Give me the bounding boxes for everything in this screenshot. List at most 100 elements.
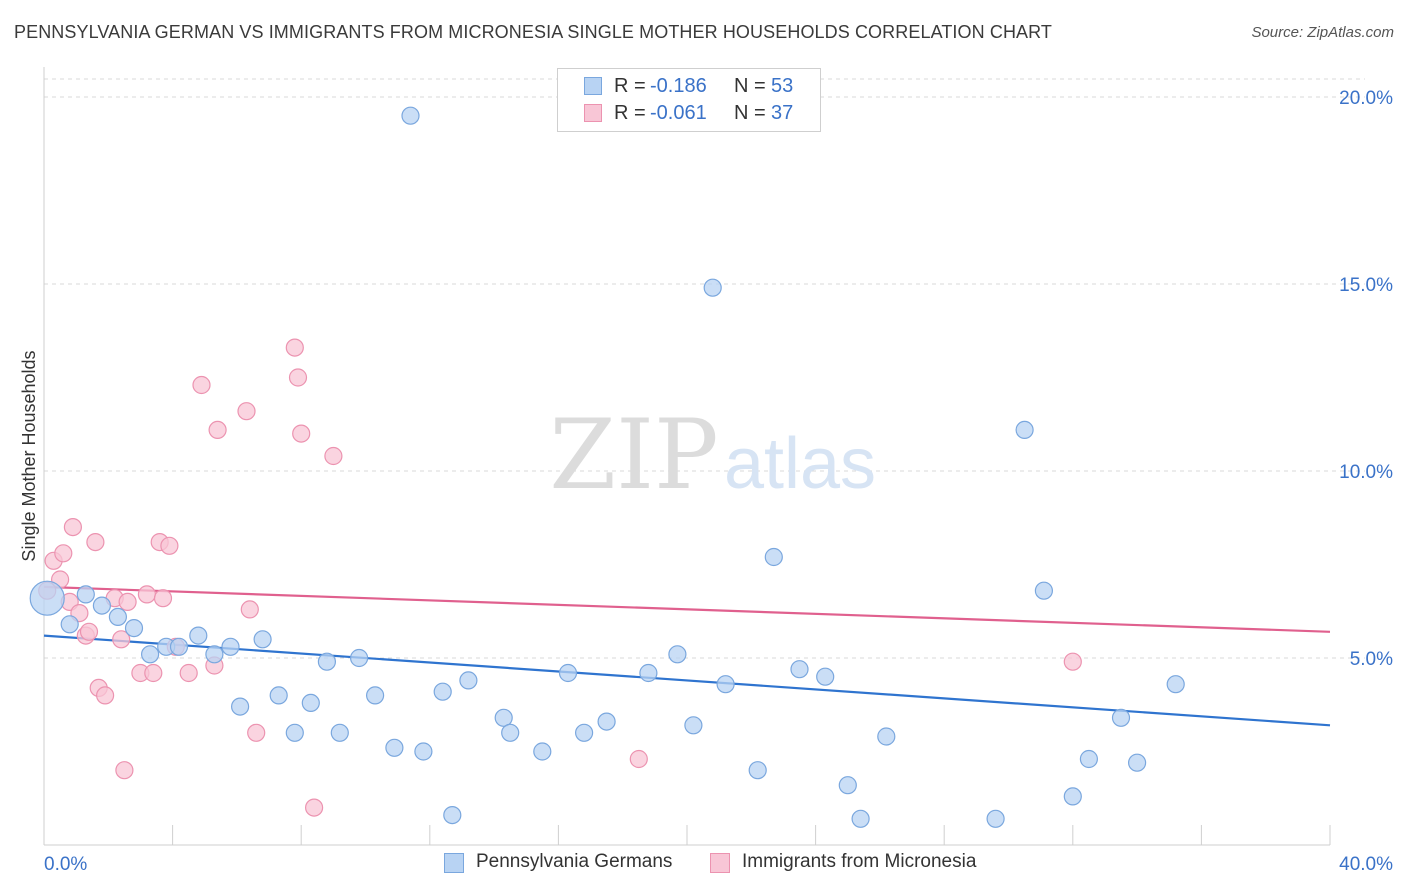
axes: 5.0% 10.0% 15.0% 20.0% [43, 67, 1393, 846]
trend-line-micronesia [43, 585, 1331, 633]
data-point-pennsylvania-germans [716, 675, 735, 694]
trend-line-pennsylvania-germans [43, 634, 1331, 727]
legend-swatch-pink [584, 104, 602, 122]
data-point-pennsylvania-germans [790, 660, 809, 679]
data-point-pennsylvania-germans [433, 682, 452, 701]
data-point-pennsylvania-germans [684, 716, 703, 735]
data-point-pennsylvania-germans [668, 645, 687, 664]
data-point-pennsylvania-germans [231, 697, 250, 716]
data-point-pennsylvania-germans [574, 723, 594, 742]
legend-r-value: -0.061 [650, 102, 707, 124]
data-point-pennsylvania-germans [494, 708, 513, 727]
legend-n-value: 37 [771, 102, 794, 124]
data-point-pennsylvania-germans [558, 663, 578, 683]
data-point-pennsylvania-germans [414, 742, 433, 761]
data-point-pennsylvania-germans [92, 596, 112, 615]
data-point-micronesia [112, 630, 131, 649]
legend-n-label: N = [734, 75, 766, 97]
data-point-micronesia [285, 338, 304, 357]
data-point-micronesia [144, 663, 163, 683]
data-point-micronesia [237, 402, 256, 421]
data-point-pennsylvania-germans [1127, 753, 1147, 772]
data-point-pennsylvania-germans [639, 663, 658, 683]
data-points [29, 106, 1185, 828]
data-point-micronesia [629, 749, 648, 769]
series-name: Immigrants from Micronesia [742, 851, 977, 872]
data-point-pennsylvania-germans [269, 686, 288, 705]
watermark-atlas: atlas [724, 424, 876, 504]
x-tick-label-min: 0.0% [44, 854, 87, 875]
legend-n-value: 53 [771, 75, 794, 97]
data-point-pennsylvania-germans [366, 686, 385, 705]
data-point-micronesia [1063, 652, 1082, 671]
data-point-micronesia [137, 585, 156, 604]
data-point-pennsylvania-germans [1111, 708, 1131, 727]
y-axis-title: Single Mother Households [19, 350, 39, 561]
data-point-pennsylvania-germans [443, 805, 462, 825]
data-point-pennsylvania-germans [597, 712, 616, 731]
correlation-legend: R = -0.186 N = 53 R = -0.061 N = 37 [557, 68, 821, 132]
series-swatch-pink [710, 853, 730, 873]
legend-r-label: R = [614, 102, 646, 124]
data-point-micronesia [153, 589, 173, 608]
data-point-pennsylvania-germans [1166, 675, 1185, 694]
data-point-pennsylvania-germans [108, 607, 128, 627]
data-point-pennsylvania-germans [60, 615, 79, 634]
grid-lines [44, 78, 1365, 659]
data-point-pennsylvania-germans [748, 761, 767, 780]
data-point-pennsylvania-germans [1015, 420, 1034, 439]
series-name: Pennsylvania Germans [476, 851, 673, 872]
data-point-micronesia [79, 622, 99, 641]
legend-n-label: N = [734, 102, 766, 124]
data-point-pennsylvania-germans [533, 742, 552, 761]
data-point-pennsylvania-germans [317, 652, 336, 671]
data-point-pennsylvania-germans [816, 667, 835, 686]
data-point-pennsylvania-germans [221, 637, 240, 656]
legend-swatch-blue [584, 77, 602, 95]
data-point-micronesia [240, 600, 259, 619]
data-point-pennsylvania-germans [764, 547, 783, 567]
data-point-pennsylvania-germans [141, 645, 160, 664]
data-point-pennsylvania-germans [1034, 581, 1054, 600]
data-point-pennsylvania-germans [169, 637, 189, 656]
data-point-pennsylvania-germans [189, 626, 208, 645]
data-point-micronesia [95, 686, 115, 705]
data-point-pennsylvania-germans [205, 645, 224, 664]
data-point-pennsylvania-germans [124, 618, 144, 638]
data-point-pennsylvania-germans [285, 723, 304, 742]
data-point-micronesia [54, 544, 73, 563]
data-point-pennsylvania-germans [851, 809, 870, 828]
data-point-pennsylvania-germans [1063, 787, 1082, 806]
trend-lines [43, 585, 1331, 727]
data-point-pennsylvania-germans [501, 723, 520, 742]
data-point-micronesia [288, 368, 308, 387]
source-label: Source: ZipAtlas.com [1251, 24, 1394, 41]
series-swatch-blue [444, 853, 464, 873]
data-point-pennsylvania-germans [76, 585, 95, 604]
data-point-micronesia [179, 663, 198, 683]
data-point-pennsylvania-germans [986, 809, 1005, 828]
data-point-pennsylvania-germans [1079, 749, 1099, 769]
data-point-micronesia [115, 761, 134, 780]
data-point-pennsylvania-germans [330, 723, 349, 742]
legend-r-label: R = [614, 75, 646, 97]
data-point-micronesia [118, 592, 137, 612]
y-tick-label: 5.0% [1350, 649, 1393, 670]
data-point-micronesia [305, 798, 324, 817]
data-point-micronesia [86, 532, 105, 552]
y-tick-label: 10.0% [1339, 462, 1393, 483]
data-point-micronesia [324, 446, 343, 466]
data-point-pennsylvania-germans [703, 278, 722, 297]
y-tick-label: 20.0% [1339, 88, 1393, 109]
data-point-micronesia [247, 723, 266, 742]
data-point-pennsylvania-germans [401, 106, 420, 125]
data-point-micronesia [160, 536, 179, 555]
data-point-pennsylvania-germans [350, 648, 369, 668]
data-point-pennsylvania-germans [459, 671, 478, 690]
y-tick-label: 15.0% [1339, 275, 1393, 296]
data-point-micronesia [208, 420, 227, 439]
watermark-zip: ZIP [549, 399, 718, 511]
data-point-micronesia [192, 375, 211, 395]
chart-title: PENNSYLVANIA GERMAN VS IMMIGRANTS FROM M… [14, 22, 1053, 42]
